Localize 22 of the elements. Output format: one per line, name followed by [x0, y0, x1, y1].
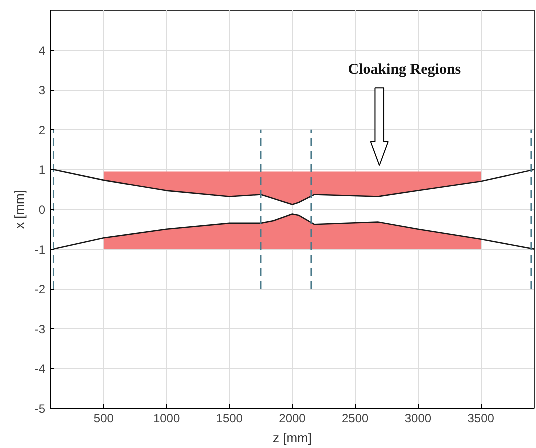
y-tick-label: -3 [34, 322, 46, 336]
x-tick-label: 1000 [153, 412, 180, 426]
annotation: Cloaking Regions [348, 62, 462, 78]
y-tick-label: -2 [34, 282, 46, 297]
x-axis-title: z [mm] [273, 430, 312, 446]
line-series [52, 214, 534, 250]
x-tick-label: 500 [94, 412, 114, 426]
y-tick-label: 0 [38, 203, 46, 217]
x-tick-label: 2500 [342, 412, 370, 426]
y-tick-label: -1 [34, 242, 46, 257]
y-tick-label: -5 [34, 402, 46, 416]
x-tick-label: 3000 [404, 412, 432, 426]
y-axis-title: x [mm] [12, 190, 27, 229]
x-tick-label: 3500 [468, 412, 495, 426]
line-series [52, 169, 534, 206]
x-tick-label: 1500 [216, 412, 244, 426]
x-tick-label: 2000 [279, 412, 306, 426]
y-tick-label: 4 [38, 44, 46, 58]
y-tick-label: 1 [38, 163, 46, 178]
y-tick-label: -4 [34, 362, 46, 376]
y-tick-label: 2 [38, 123, 46, 138]
y-tick-label: 3 [38, 84, 46, 98]
